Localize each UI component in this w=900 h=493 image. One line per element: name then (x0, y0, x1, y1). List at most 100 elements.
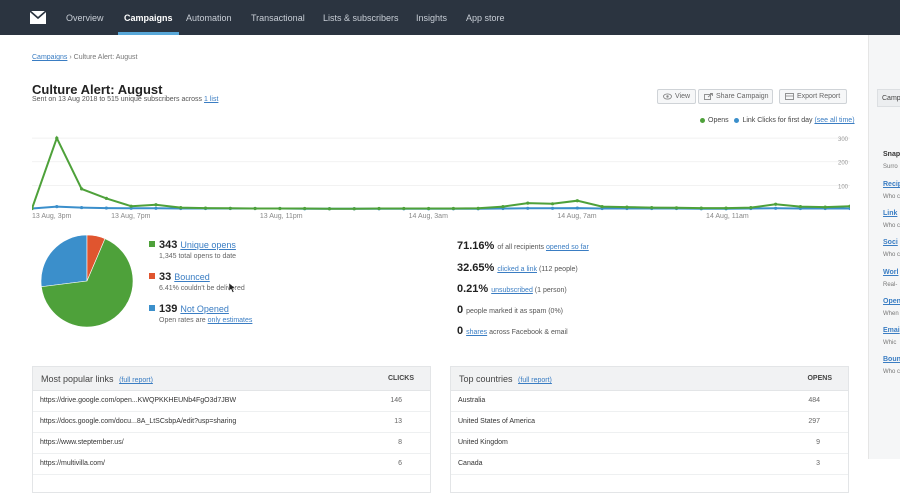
pie-slice-opened[interactable] (41, 238, 134, 328)
series-line-opens (32, 135, 850, 210)
nav-insights[interactable]: Insights (416, 13, 448, 23)
chart-x-axis: 13 Aug, 3pm 13 Aug, 7pm 13 Aug, 11pm 14 Aug… (32, 213, 850, 223)
link-row[interactable]: https://docs.google.com/docu...8A_LtSCsb… (33, 412, 430, 433)
spam-stat: 0 people marked it as spam (0%) (457, 304, 563, 316)
data-point[interactable] (327, 207, 332, 211)
data-point[interactable] (575, 206, 579, 210)
data-point[interactable] (774, 202, 778, 206)
data-point[interactable] (749, 205, 753, 210)
data-point[interactable] (352, 207, 356, 211)
view-button[interactable]: View (657, 89, 696, 104)
data-point[interactable] (451, 206, 455, 211)
opens-clicks-line-chart: 300 200 100 (32, 135, 850, 211)
data-point[interactable] (179, 205, 183, 210)
data-point[interactable] (79, 205, 84, 210)
data-point[interactable] (774, 206, 778, 210)
data-point[interactable] (848, 204, 850, 208)
data-point[interactable] (79, 187, 84, 191)
not-opened-link[interactable]: Not Opened (180, 304, 229, 314)
side-panel-link[interactable]: Emai (883, 327, 900, 334)
data-point[interactable] (550, 206, 555, 210)
bounced-link[interactable]: Bounced (174, 272, 210, 282)
data-point[interactable] (501, 205, 505, 209)
nav-lists-subscribers[interactable]: Lists & subscribers (323, 13, 399, 23)
side-panel-caption: Who c (883, 194, 900, 200)
data-point[interactable] (203, 206, 208, 210)
clicked-a-link-link[interactable]: clicked a link (497, 266, 537, 273)
page-title: Culture Alert: August (32, 82, 163, 97)
data-point[interactable] (228, 206, 232, 210)
link-url[interactable]: https://drive.google.com/open...KWQPKKHE… (40, 397, 237, 404)
side-panel-link[interactable]: Worl (883, 269, 899, 276)
data-point[interactable] (600, 205, 604, 209)
side-panel-caption: Whic (883, 340, 897, 346)
link-row[interactable]: https://www.steptember.us/8 (33, 433, 430, 454)
data-point[interactable] (104, 196, 108, 200)
data-point[interactable] (575, 199, 579, 203)
links-full-report-link[interactable]: (full report) (119, 377, 153, 384)
side-panel-caption: Who c (883, 223, 900, 229)
data-point[interactable] (724, 206, 728, 210)
data-point[interactable] (526, 206, 530, 210)
country-row: United States of America 297 (451, 412, 848, 433)
unsubscribed-link[interactable]: unsubscribed (491, 287, 533, 294)
x-tick-label: 13 Aug, 11pm (259, 213, 303, 220)
data-point[interactable] (154, 206, 158, 210)
link-row[interactable]: https://drive.google.com/open...KWQPKKHE… (33, 391, 430, 412)
data-point[interactable] (303, 206, 307, 211)
nav-campaigns[interactable]: Campaigns (118, 0, 178, 35)
side-panel-link[interactable]: Boun (883, 356, 900, 363)
data-point[interactable] (278, 206, 282, 211)
data-point[interactable] (526, 201, 530, 205)
shares-link[interactable]: shares (466, 329, 488, 336)
list-link[interactable]: 1 list (204, 96, 219, 103)
link-url[interactable]: https://docs.google.com/docu...8A_LtSCsb… (40, 418, 237, 425)
side-panel-link[interactable]: Link (883, 210, 898, 217)
see-all-time-link[interactable]: (see all time) (814, 117, 855, 124)
data-point[interactable] (129, 204, 133, 208)
data-point[interactable] (550, 202, 555, 206)
data-point[interactable] (402, 206, 406, 211)
countries-full-report-link[interactable]: (full report) (518, 377, 552, 384)
mail-logo-icon[interactable] (30, 11, 46, 24)
data-point[interactable] (798, 205, 803, 209)
data-point[interactable] (476, 206, 480, 210)
data-point[interactable] (848, 206, 850, 211)
data-point[interactable] (427, 206, 431, 211)
data-point[interactable] (55, 205, 59, 209)
pie-slice-not-opened[interactable] (40, 234, 88, 288)
opened-so-far-link[interactable]: opened so far (545, 244, 589, 251)
top-countries-title-text: Top countries (459, 374, 513, 384)
data-point[interactable] (674, 206, 679, 210)
side-panel-link[interactable]: Open (883, 298, 900, 305)
nav-automation[interactable]: Automation (186, 13, 232, 23)
popular-links-title-text: Most popular links (41, 374, 114, 384)
data-point[interactable] (32, 206, 34, 211)
breadcrumb-campaigns-link[interactable]: Campaigns (32, 54, 68, 61)
side-panel-link[interactable]: Soci (883, 239, 898, 246)
link-url[interactable]: https://multivilla.com/ (40, 460, 105, 467)
spam-value: 0 (457, 304, 464, 316)
data-point[interactable] (253, 206, 257, 211)
link-url[interactable]: https://www.steptember.us/ (40, 439, 124, 446)
nav-transactional[interactable]: Transactional (251, 13, 305, 23)
nav-app-store[interactable]: App store (466, 13, 505, 23)
data-point[interactable] (823, 205, 827, 209)
share-campaign-button[interactable]: Share Campaign (698, 89, 773, 104)
export-report-button[interactable]: Export Report (779, 89, 847, 104)
unique-opens-link[interactable]: Unique opens (180, 240, 236, 250)
data-point[interactable] (104, 206, 108, 210)
data-point[interactable] (377, 206, 381, 211)
data-point[interactable] (154, 203, 158, 207)
chart-legend: Opens Link Clicks for first day (see all… (700, 117, 855, 124)
nav-overview[interactable]: Overview (66, 13, 104, 23)
clicked-people-text: (112 people) (538, 266, 578, 273)
data-point[interactable] (625, 205, 629, 209)
link-row[interactable]: https://multivilla.com/6 (33, 454, 430, 475)
data-point[interactable] (650, 205, 654, 210)
only-estimates-link[interactable]: only estimates (207, 317, 253, 324)
data-point[interactable] (699, 206, 703, 210)
unsubscribed-people-text: (1 person) (534, 287, 567, 294)
data-point[interactable] (55, 136, 59, 140)
side-panel-link[interactable]: Recip (883, 181, 900, 188)
